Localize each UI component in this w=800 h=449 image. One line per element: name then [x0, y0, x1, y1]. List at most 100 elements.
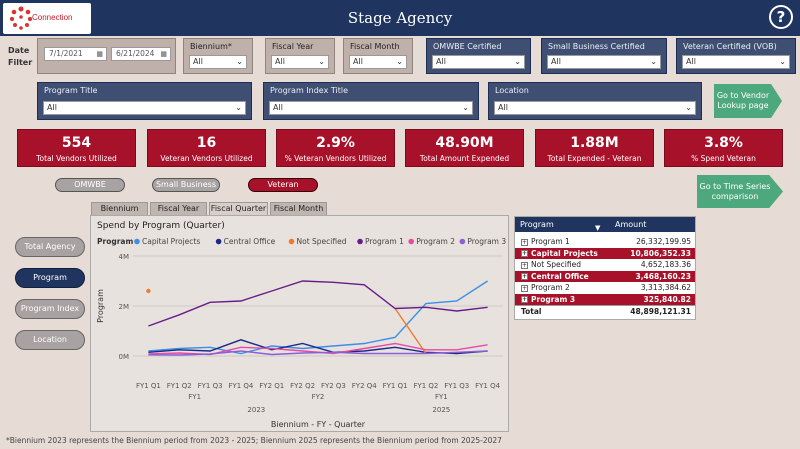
- col-header-program[interactable]: Program: [520, 220, 554, 229]
- legend-marker: [459, 238, 466, 245]
- program-title-value: All: [47, 103, 57, 112]
- fiscal-month-value: All: [353, 57, 363, 66]
- table-row[interactable]: + Central Office 3,468,160.23: [515, 270, 695, 282]
- col-header-amount[interactable]: Amount: [615, 220, 647, 229]
- veteran-slicer-title: Veteran Certified (VOB): [683, 42, 777, 51]
- legend-marker: [288, 238, 295, 245]
- fiscal-year-dropdown[interactable]: All ⌄: [271, 55, 329, 69]
- program-amount-table: Program ▼ Amount + Program 1 26,332,199.95…: [514, 216, 696, 320]
- biennium-dropdown[interactable]: All ⌄: [189, 55, 247, 69]
- calendar-icon[interactable]: ▦: [160, 50, 167, 58]
- tab-biennium[interactable]: Biennium: [91, 202, 148, 216]
- program-index-dropdown[interactable]: All ⌄: [269, 101, 473, 115]
- expand-icon[interactable]: +: [521, 296, 528, 303]
- location-value: All: [498, 103, 508, 112]
- kpi-label: % Spend Veteran: [691, 154, 756, 163]
- expand-icon[interactable]: +: [521, 261, 528, 269]
- series-line: [148, 280, 488, 355]
- kpi-label: % Veteran Vendors Utilized: [284, 154, 387, 163]
- kpi-label: Veteran Vendors Utilized: [160, 154, 253, 163]
- table-row[interactable]: + Program 3 325,840.82: [515, 293, 695, 305]
- series-line: [394, 308, 427, 354]
- date-to-value: 6/21/2024: [116, 49, 155, 58]
- x-tick-label: FY1 Q4: [475, 382, 500, 390]
- tab-fiscal-quarter[interactable]: Fiscal Quarter: [209, 202, 268, 216]
- location-dropdown[interactable]: All ⌄: [494, 101, 696, 115]
- x-tick-label: FY2 Q4: [352, 382, 377, 390]
- nav-program-index[interactable]: Program Index: [15, 299, 85, 319]
- row-program-cell: + Not Specified: [521, 259, 581, 270]
- expand-icon[interactable]: +: [521, 250, 528, 257]
- filter-toggle-small-business[interactable]: Small Business: [152, 178, 220, 192]
- header-bar: [0, 0, 800, 36]
- table-row[interactable]: + Not Specified 4,652,183.36: [515, 259, 695, 271]
- row-program-cell: + Program 3: [521, 294, 575, 305]
- program-title-slicer: Program Title All ⌄: [37, 82, 252, 120]
- table-row[interactable]: + Program 1 26,332,199.95: [515, 236, 695, 248]
- program-title-dropdown[interactable]: All ⌄: [43, 101, 246, 115]
- table-row[interactable]: + Program 2 3,313,384.62: [515, 282, 695, 294]
- fiscal-month-dropdown[interactable]: All ⌄: [349, 55, 407, 69]
- legend-marker: [215, 238, 222, 245]
- expand-icon[interactable]: +: [521, 238, 528, 246]
- kpi-card: 16 Veteran Vendors Utilized: [147, 129, 266, 167]
- date-filter-label: Date Filter: [8, 46, 33, 67]
- kpi-label: Total Expended - Veteran: [547, 154, 642, 163]
- chart-title: Spend by Program (Quarter): [97, 221, 225, 231]
- small-business-slicer: Small Business Certified All ⌄: [541, 38, 667, 74]
- omwbe-certified-slicer: OMWBE Certified All ⌄: [426, 38, 531, 74]
- row-amount: 3,313,384.62: [640, 283, 691, 292]
- expand-icon[interactable]: +: [521, 284, 528, 292]
- go-to-vendor-lookup-button[interactable]: Go to Vendor Lookup page: [714, 84, 782, 118]
- x-group-label: FY2: [312, 393, 325, 401]
- x-group-label: FY1: [188, 393, 201, 401]
- kpi-value: 1.88M: [570, 135, 619, 151]
- sort-desc-icon[interactable]: ▼: [595, 224, 601, 232]
- kpi-card: 3.8% % Spend Veteran: [664, 129, 783, 167]
- x-tick-label: FY1 Q3: [198, 382, 223, 390]
- small-business-value: All: [551, 57, 561, 66]
- x-axis-label: Biennium - FY - Quarter: [271, 420, 366, 429]
- calendar-icon[interactable]: ▦: [96, 50, 103, 58]
- kpi-value: 554: [61, 135, 92, 151]
- date-filter-box: 7/1/2021 ▦ 6/21/2024 ▦: [37, 38, 176, 74]
- small-business-dropdown[interactable]: All ⌄: [547, 55, 661, 69]
- x-tick-label: FY1 Q1: [383, 382, 408, 390]
- chevron-down-icon: ⌄: [236, 57, 243, 66]
- x-tick-label: FY2 Q1: [259, 382, 284, 390]
- go-to-time-series-button[interactable]: Go to Time Series comparison: [697, 175, 783, 208]
- chevron-down-icon: ⌄: [650, 57, 657, 66]
- total-amount: 48,898,121.31: [630, 307, 691, 316]
- series-line: [148, 339, 488, 355]
- omwbe-value: All: [436, 57, 446, 66]
- chevron-down-icon: ⌄: [685, 103, 692, 112]
- help-icon[interactable]: ?: [769, 5, 793, 29]
- tab-fiscal-month[interactable]: Fiscal Month: [270, 202, 327, 216]
- fiscal-month-slicer-title: Fiscal Month: [350, 42, 400, 51]
- omwbe-dropdown[interactable]: All ⌄: [432, 55, 525, 69]
- expand-icon[interactable]: +: [521, 273, 528, 280]
- fiscal-month-slicer: Fiscal Month All ⌄: [343, 38, 413, 74]
- y-axis-label: Program: [96, 289, 105, 323]
- legend-item: Program 2: [416, 237, 455, 246]
- tab-fiscal-year[interactable]: Fiscal Year: [150, 202, 207, 216]
- row-program-cell: + Program 2: [521, 282, 570, 293]
- date-to-input[interactable]: 6/21/2024 ▦: [111, 47, 171, 61]
- nav-program[interactable]: Program: [15, 268, 85, 288]
- nav-total-agency[interactable]: Total Agency: [15, 237, 85, 257]
- veteran-dropdown[interactable]: All ⌄: [682, 55, 790, 69]
- nav-location[interactable]: Location: [15, 330, 85, 350]
- filter-toggle-omwbe[interactable]: OMWBE: [55, 178, 125, 192]
- table-row[interactable]: + Capital Projects 10,806,352.33: [515, 247, 695, 259]
- biennium-slicer: Biennium* All ⌄: [183, 38, 253, 74]
- legend-marker: [408, 238, 415, 245]
- veteran-certified-slicer: Veteran Certified (VOB) All ⌄: [676, 38, 796, 74]
- date-from-input[interactable]: 7/1/2021 ▦: [44, 47, 107, 61]
- location-slicer: Location All ⌄: [488, 82, 702, 120]
- small-business-slicer-title: Small Business Certified: [548, 42, 645, 51]
- x-tick-label: FY1 Q2: [167, 382, 192, 390]
- filter-toggle-veteran[interactable]: Veteran: [248, 178, 318, 192]
- legend-title: Program: [97, 237, 133, 246]
- page-title: Stage Agency: [347, 9, 453, 27]
- chevron-down-icon: ⌄: [396, 57, 403, 66]
